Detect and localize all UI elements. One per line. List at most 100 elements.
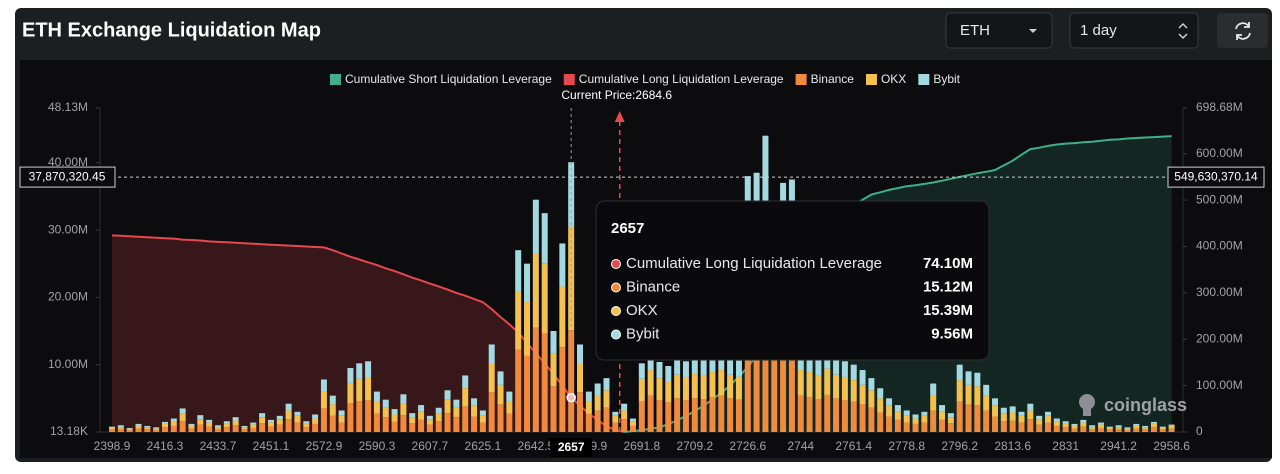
- bar-segment: [153, 429, 160, 432]
- bar-segment: [1168, 428, 1175, 432]
- tooltip-value: 74.10M: [923, 255, 973, 272]
- bar-segment: [700, 359, 707, 376]
- bar-segment: [179, 413, 186, 422]
- select-value[interactable]: 1 day: [1080, 22, 1117, 39]
- bar-segment: [1124, 429, 1131, 432]
- bar-segment: [135, 425, 142, 429]
- select-box[interactable]: [1069, 12, 1199, 49]
- bar-segment: [877, 388, 884, 399]
- bar-segment: [135, 423, 142, 426]
- bar-segment: [983, 384, 990, 396]
- bar-segment: [418, 411, 425, 420]
- bar-segment: [276, 415, 283, 420]
- bar-segment: [391, 414, 398, 422]
- bar-segment: [1080, 419, 1087, 423]
- button-box[interactable]: [1217, 13, 1268, 48]
- bar-segment: [815, 375, 822, 400]
- tooltip-dot: [611, 259, 621, 269]
- bar-segment: [197, 424, 204, 432]
- bar-segment: [806, 354, 813, 373]
- y2-tick-label: 200.00M: [1196, 331, 1243, 345]
- select-value[interactable]: ETH: [960, 22, 990, 39]
- period-select[interactable]: 1 day: [1069, 12, 1199, 49]
- select-box[interactable]: [945, 12, 1053, 49]
- bar-segment: [947, 423, 954, 432]
- bar-segment: [1027, 419, 1034, 432]
- bar-segment: [109, 427, 116, 430]
- bar-segment: [276, 419, 283, 425]
- bar-segment: [409, 413, 416, 418]
- crosshair-point: [566, 392, 576, 403]
- tooltip-value: 15.39M: [923, 302, 973, 319]
- coin-select[interactable]: ETH: [945, 12, 1053, 49]
- bar-segment: [806, 396, 813, 432]
- bar-segment: [117, 425, 124, 428]
- bar-segment: [471, 405, 478, 417]
- bar-segment: [903, 415, 910, 423]
- bar-segment: [621, 403, 628, 411]
- bar-segment: [170, 425, 177, 432]
- bar-segment: [391, 421, 398, 432]
- bar-segment: [515, 250, 522, 292]
- bar-segment: [1124, 428, 1131, 430]
- bar-segment: [541, 333, 548, 432]
- refresh-button[interactable]: [1217, 13, 1268, 48]
- bar-segment: [1062, 427, 1069, 432]
- bar-segment: [983, 410, 990, 432]
- bar-segment: [674, 374, 681, 399]
- bar-segment: [594, 394, 601, 411]
- bar-segment: [674, 398, 681, 432]
- bar-segment: [462, 406, 469, 432]
- bar-segment: [709, 354, 716, 373]
- bar-segment: [329, 404, 336, 416]
- bar-segment: [577, 363, 584, 393]
- y2-tick-label: 300.00M: [1196, 285, 1243, 299]
- bar-segment: [144, 425, 151, 428]
- bar-segment: [524, 355, 531, 432]
- bar-segment: [329, 415, 336, 432]
- bar-segment: [1142, 425, 1149, 428]
- bar-segment: [886, 405, 893, 417]
- bar-segment: [824, 368, 831, 395]
- bar-segment: [1106, 427, 1113, 430]
- crosshair-y-label: 37,870,320.45: [29, 169, 106, 183]
- bar-segment: [921, 411, 928, 416]
- bar-segment: [1133, 423, 1140, 426]
- tooltip-name: OKX: [626, 302, 658, 319]
- bar-segment: [267, 426, 274, 432]
- bar-segment: [568, 330, 575, 432]
- bar-segment: [1009, 406, 1016, 413]
- bar-segment: [506, 413, 513, 432]
- bar-segment: [1159, 429, 1166, 432]
- bar-segment: [656, 378, 663, 401]
- current-price-label: Current Price:2684.6: [561, 88, 672, 102]
- bar-segment: [206, 419, 213, 423]
- bar-segment: [718, 351, 725, 371]
- bar-segment: [435, 421, 442, 432]
- bar-segment: [682, 400, 689, 432]
- bar-segment: [1062, 421, 1069, 424]
- bar-segment: [930, 394, 937, 411]
- bar-segment: [559, 347, 566, 432]
- bar-segment: [1089, 429, 1096, 432]
- bar-segment: [356, 378, 363, 402]
- bar-segment: [524, 263, 531, 303]
- bar-segment: [1036, 424, 1043, 432]
- bar-segment: [1150, 423, 1157, 428]
- crosshair-x-label: 2657: [558, 440, 585, 454]
- bar-segment: [338, 422, 345, 432]
- bar-segment: [259, 423, 266, 432]
- x-tick-label: 2761.4: [835, 439, 872, 453]
- bar-segment: [1080, 422, 1087, 427]
- bar-segment: [161, 423, 168, 428]
- bar-segment: [868, 378, 875, 391]
- bar-segment: [735, 376, 742, 400]
- bar-segment: [612, 411, 619, 416]
- bar-segment: [303, 421, 310, 424]
- bar-segment: [444, 413, 451, 432]
- bar-segment: [1009, 420, 1016, 432]
- crosshair-y-box: [19, 166, 116, 188]
- bar-segment: [515, 291, 522, 350]
- bar-segment: [232, 420, 239, 426]
- bar-segment: [594, 383, 601, 395]
